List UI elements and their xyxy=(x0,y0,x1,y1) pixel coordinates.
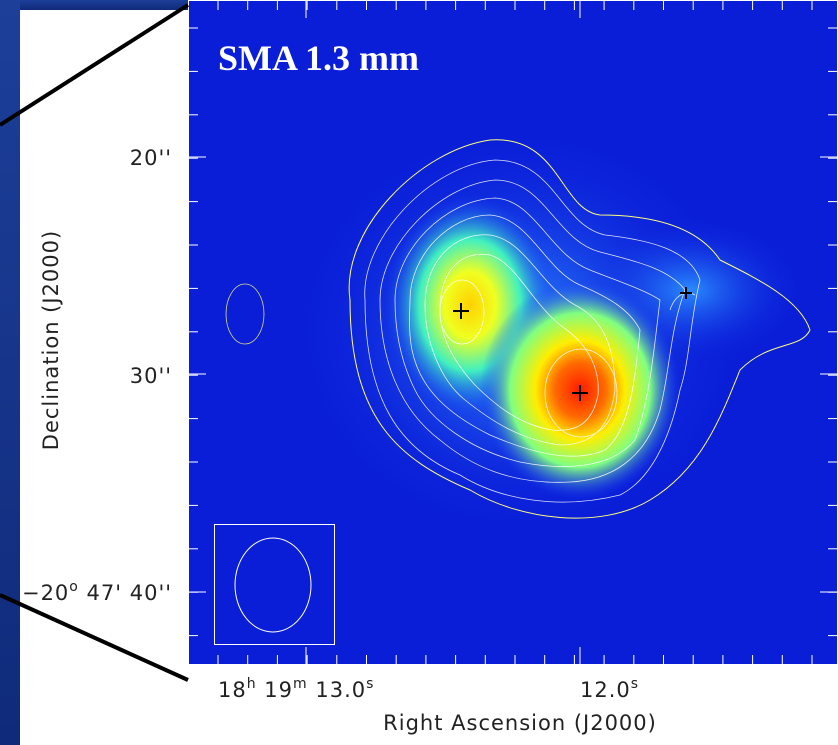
y-tick-label: −20o 47' 40'' xyxy=(22,579,172,605)
y-axis-label: Declination (J2000) xyxy=(39,230,63,450)
slide-background xyxy=(0,0,20,745)
x-tick-label: 18h 19m 13.0s xyxy=(218,676,374,702)
y-tick-label: 30'' xyxy=(130,364,172,388)
axis-ticks xyxy=(188,0,838,665)
x-tick-label: 12.0s xyxy=(580,676,639,702)
markers xyxy=(453,287,692,401)
beam-box xyxy=(214,524,335,645)
zoom-line xyxy=(0,3,190,127)
zoom-line xyxy=(0,593,189,682)
beam xyxy=(234,537,312,633)
x-axis-label: Right Ascension (J2000) xyxy=(383,711,657,735)
y-tick-label: 20'' xyxy=(130,146,172,170)
map xyxy=(188,0,838,665)
map-title: SMA 1.3 mm xyxy=(218,38,419,78)
slide-background xyxy=(20,0,188,10)
